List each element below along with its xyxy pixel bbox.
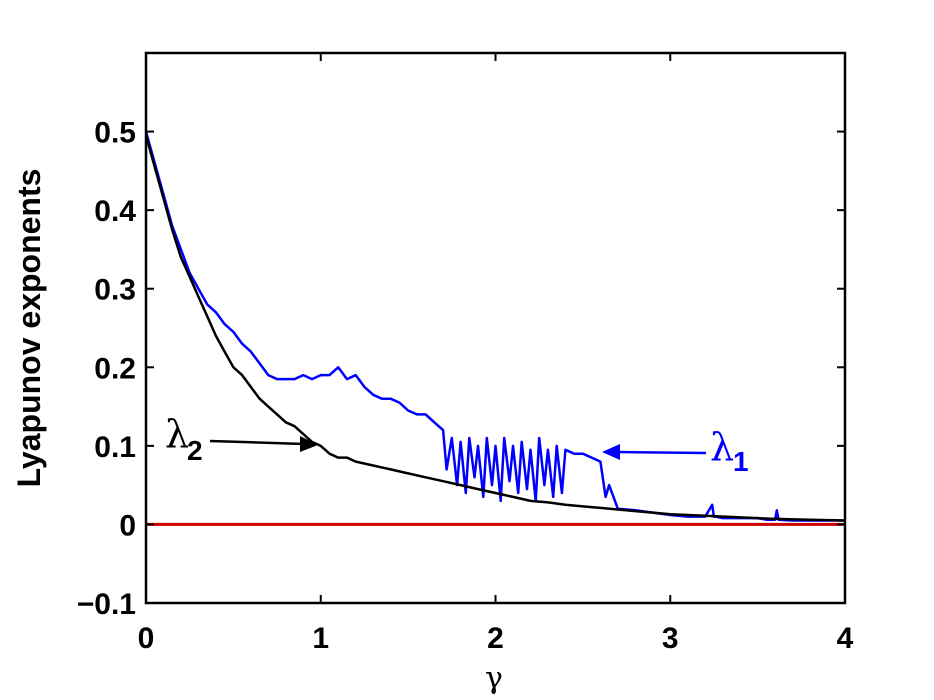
x-tick-label: 3 — [662, 622, 679, 655]
x-tick-label: 4 — [837, 622, 854, 655]
lambda1-subscript: 1 — [733, 446, 749, 477]
y-tick-label: 0.1 — [94, 431, 136, 464]
x-tick-label: 1 — [312, 622, 329, 655]
lambda1-symbol: λ — [710, 425, 734, 469]
lambda2-series-line — [144, 135, 846, 522]
y-axis-title: Lyapunov exponents — [11, 169, 47, 488]
axis-ticks — [145, 53, 846, 604]
y-tick-labels: −0.1 0 0.1 0.2 0.3 0.4 0.5 — [77, 117, 137, 621]
lambda2-arrow — [209, 439, 305, 446]
x-tick-label: 2 — [487, 622, 504, 655]
y-tick-label: 0.4 — [94, 195, 136, 228]
lambda1-annotation: λ 1 — [602, 425, 749, 477]
x-axis-title: γ — [485, 661, 503, 696]
x-tick-labels: 0 1 2 3 4 — [138, 622, 854, 655]
y-tick-label: 0.5 — [94, 117, 136, 150]
lambda1-arrow — [617, 450, 707, 455]
lambda1-arrowhead — [602, 444, 620, 460]
x-tick-label: 0 — [138, 622, 155, 655]
lambda2-symbol: λ — [165, 412, 189, 456]
y-tick-label: 0.3 — [94, 274, 136, 307]
lambda2-annotation: λ 2 — [165, 412, 318, 466]
lambda2-subscript: 2 — [187, 435, 203, 466]
y-tick-label: 0 — [119, 509, 136, 542]
y-tick-label: −0.1 — [77, 588, 136, 621]
plot-lines — [144, 131, 846, 526]
lambda2-arrowhead — [300, 436, 318, 452]
lambda1-series-line — [144, 131, 845, 522]
y-tick-label: 0.2 — [94, 352, 136, 385]
